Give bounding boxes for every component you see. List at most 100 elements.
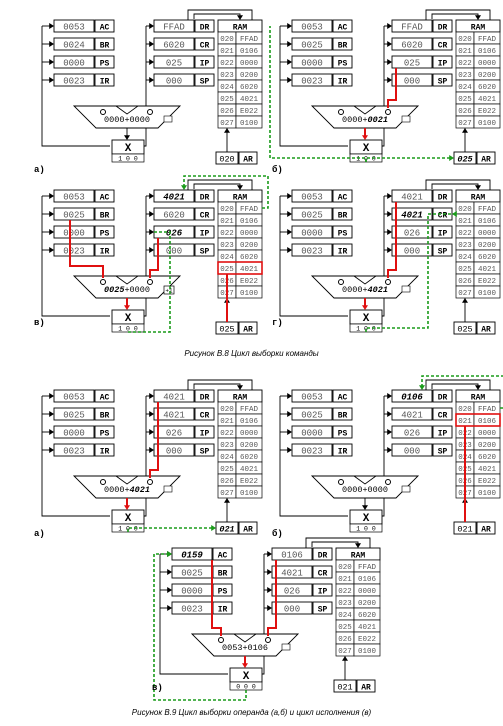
reg-ar-label-box bbox=[476, 521, 496, 535]
arrowhead bbox=[387, 77, 392, 83]
ram-title: RAM bbox=[471, 24, 486, 33]
ram-addr: 021 bbox=[458, 218, 472, 226]
reg-ip-label-box bbox=[312, 583, 333, 597]
ram-value: 0000 bbox=[240, 60, 259, 68]
arrowhead bbox=[287, 411, 292, 417]
reg-ac-value: 0053 bbox=[301, 193, 323, 203]
ram-addr: 025 bbox=[458, 266, 472, 274]
alu-left-port bbox=[338, 109, 344, 115]
reg-ac-label: AC bbox=[100, 24, 110, 33]
ram-value: 0106 bbox=[240, 218, 259, 226]
reg-ps-label-box bbox=[332, 55, 353, 69]
reg-ir-label-box bbox=[332, 73, 353, 87]
arrowhead bbox=[49, 429, 54, 435]
ram-addr: 024 bbox=[220, 254, 234, 262]
green-mem-to-dr bbox=[183, 175, 269, 209]
reg-br-label: BR bbox=[338, 212, 348, 221]
reg-ac-value: 0053 bbox=[63, 393, 85, 403]
arrowhead bbox=[49, 41, 54, 47]
reg-ac-label: AC bbox=[338, 24, 348, 33]
reg-ps-label: PS bbox=[338, 230, 348, 239]
ram-val-cell bbox=[235, 485, 263, 499]
arrowhead bbox=[149, 229, 154, 235]
reg-br-label-box bbox=[94, 37, 115, 51]
reg-ps-value: 0000 bbox=[63, 59, 85, 69]
reg-dr-label: DR bbox=[200, 24, 210, 33]
ram-value: 0106 bbox=[478, 218, 497, 226]
ram-addr: 021 bbox=[220, 48, 234, 56]
arrowhead bbox=[224, 128, 230, 133]
arrowhead bbox=[287, 211, 292, 217]
top-bus-2 bbox=[193, 383, 241, 390]
reg-ip-label: IP bbox=[200, 60, 210, 69]
arrowhead bbox=[211, 525, 216, 531]
ram-value: 6020 bbox=[240, 454, 259, 462]
arrowhead bbox=[49, 23, 54, 29]
ram-value: 6020 bbox=[478, 454, 497, 462]
ram-value: 0106 bbox=[478, 418, 497, 426]
reg-cr-label-box bbox=[194, 207, 215, 221]
arrowhead bbox=[237, 185, 243, 190]
reg-ar-label-box bbox=[238, 521, 258, 535]
arrowhead bbox=[387, 411, 392, 417]
arrowhead bbox=[167, 551, 172, 557]
reg-ac-label-box bbox=[332, 189, 353, 203]
arrowhead bbox=[267, 551, 272, 557]
reg-ip-label-box bbox=[432, 225, 453, 239]
reg-ip-value: 025 bbox=[166, 59, 182, 69]
wire bbox=[159, 554, 228, 675]
alu-small-box bbox=[163, 115, 173, 123]
ram-addr: 023 bbox=[338, 600, 352, 608]
ram-addr: 020 bbox=[220, 36, 234, 44]
reg-ip-label: IP bbox=[438, 430, 448, 439]
reg-ps-value: 0000 bbox=[63, 429, 85, 439]
ram-addr: 023 bbox=[458, 72, 472, 80]
ram-value: 4021 bbox=[478, 96, 497, 104]
reg-ps-label: PS bbox=[338, 430, 348, 439]
reg-cr-label: CR bbox=[200, 42, 210, 51]
arrowhead bbox=[287, 229, 292, 235]
reg-dr-label-box bbox=[432, 189, 453, 203]
alu-operation: 0053+0106 bbox=[222, 643, 268, 653]
ram-value: 0106 bbox=[240, 418, 259, 426]
reg-cr-label-box bbox=[432, 407, 453, 421]
reg-ir-label-box bbox=[332, 243, 353, 257]
alu-notch bbox=[114, 275, 140, 285]
alu-left-port bbox=[338, 479, 344, 485]
reg-sp-label: SP bbox=[438, 78, 448, 87]
arrowhead bbox=[49, 447, 54, 453]
alu-op-sign: + bbox=[362, 285, 367, 295]
alu-left-operand: 0000 bbox=[342, 485, 362, 495]
ram-value: 0100 bbox=[478, 490, 497, 498]
arrowhead bbox=[462, 128, 468, 133]
top-bus bbox=[187, 179, 253, 190]
reg-ac-label-box bbox=[94, 389, 115, 403]
reg-ac-label: AC bbox=[338, 194, 348, 203]
ram-value: 4021 bbox=[478, 466, 497, 474]
green-to-left bbox=[269, 26, 367, 162]
reg-ip-label: IP bbox=[318, 588, 328, 597]
reg-sp-label: SP bbox=[200, 78, 210, 87]
alu-right-operand: 0000 bbox=[368, 485, 388, 495]
reg-ir-label: IR bbox=[100, 78, 110, 87]
ram-value: 4021 bbox=[240, 266, 259, 274]
ram-addr: 026 bbox=[458, 108, 472, 116]
reg-ip-label-box bbox=[194, 55, 215, 69]
commutator-symbol: X bbox=[125, 313, 132, 325]
reg-sp-label: SP bbox=[438, 248, 448, 257]
reg-ar-label: AR bbox=[243, 326, 253, 335]
alu-op-sign: + bbox=[124, 485, 129, 495]
reg-ip-label: IP bbox=[438, 230, 448, 239]
reg-br-label-box bbox=[94, 407, 115, 421]
arrowhead bbox=[287, 77, 292, 83]
top-bus-2 bbox=[431, 383, 479, 390]
reg-ac-value: 0053 bbox=[301, 23, 323, 33]
arrowhead bbox=[149, 211, 154, 217]
reg-ar-label-box bbox=[356, 679, 376, 693]
alu-notch bbox=[352, 475, 378, 485]
reg-br-label-box bbox=[94, 207, 115, 221]
reg-ir-label-box bbox=[94, 443, 115, 457]
ram-addr: 020 bbox=[458, 36, 472, 44]
alu-small-box bbox=[401, 485, 411, 493]
ram-addr: 023 bbox=[220, 442, 234, 450]
